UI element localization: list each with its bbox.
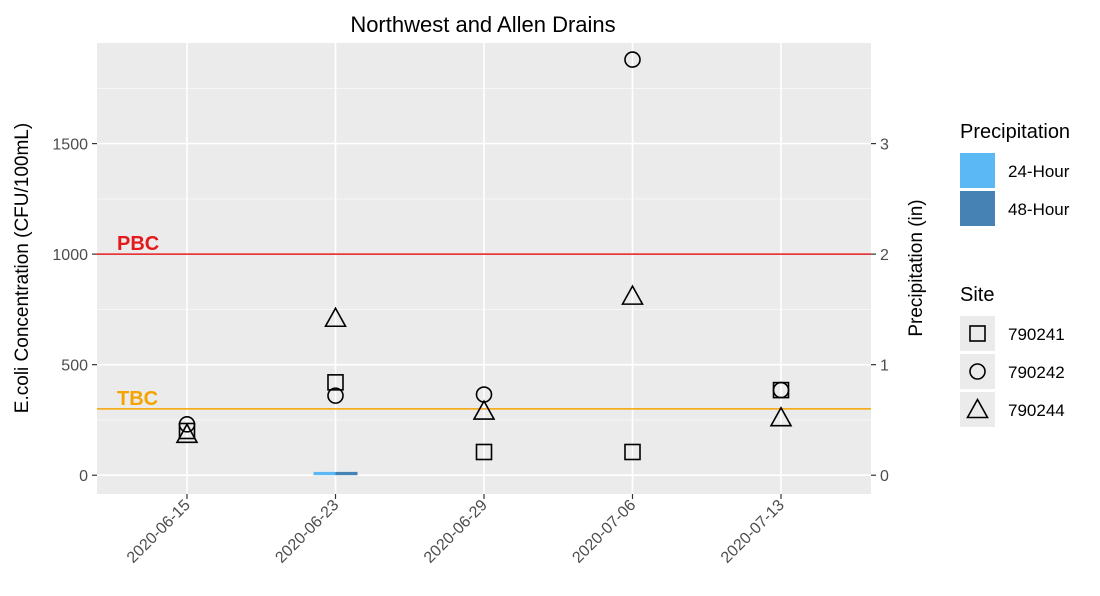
x-axis-ticks: 2020-06-15 2020-06-23 2020-06-29 2020-07-06… xyxy=(124,494,788,567)
legend-key-circle xyxy=(969,363,986,380)
precipitation-legend: Precipitation 24-Hour 48-Hour xyxy=(960,121,1070,226)
legend-key-triangle xyxy=(966,397,989,419)
point-790244 xyxy=(621,284,644,305)
site-legend: Site 790241 790242 790244 xyxy=(960,284,1065,427)
legend-label-site: 790242 xyxy=(1008,363,1065,382)
legend-label-site: 790244 xyxy=(1008,401,1065,420)
legend-key-24-hour xyxy=(960,153,995,188)
reference-lines: PBC TBC xyxy=(97,233,871,410)
chart-title: Northwest and Allen Drains xyxy=(350,12,615,37)
point-790244 xyxy=(175,422,199,444)
legend-label-24-hour: 24-Hour xyxy=(1008,162,1070,181)
reference-label-pbc: PBC xyxy=(117,233,159,255)
y2-axis-title: Precipitation (in) xyxy=(906,199,927,336)
y-tick-label: 0 xyxy=(79,468,88,485)
data-points xyxy=(175,51,793,461)
x-tick-label: 2020-06-29 xyxy=(421,497,491,567)
x-tick-label: 2020-06-15 xyxy=(124,497,194,567)
point-790242 xyxy=(624,51,641,68)
precipitation-bars xyxy=(313,471,358,476)
y2-tick-label: 3 xyxy=(880,137,889,154)
y-axis-title: E.coli Concentration (CFU/100mL) xyxy=(12,123,33,413)
x-tick-label: 2020-07-06 xyxy=(569,497,639,567)
y-tick-label: 1000 xyxy=(52,247,88,264)
y2-tick-label: 2 xyxy=(880,247,889,264)
precipitation-legend-title: Precipitation xyxy=(960,121,1070,143)
y-tick-label: 500 xyxy=(61,358,88,375)
point-790242 xyxy=(327,387,344,404)
site-legend-title: Site xyxy=(960,284,994,306)
point-790242 xyxy=(178,416,196,433)
y2-tick-label: 1 xyxy=(880,358,889,375)
point-790241 xyxy=(327,374,344,391)
legend-key-bg xyxy=(960,316,995,351)
point-790244 xyxy=(472,399,496,420)
point-790241 xyxy=(475,443,493,461)
point-790242 xyxy=(772,381,790,399)
x-tick-label: 2020-06-23 xyxy=(272,497,342,567)
y-tick-label: 1500 xyxy=(52,137,88,154)
legend-key-48-hour xyxy=(960,191,995,226)
point-790244 xyxy=(324,306,347,328)
x-tick-label: 2020-07-13 xyxy=(718,497,788,567)
y2-tick-label: 0 xyxy=(880,468,889,485)
y-axis-ticks: 0 500 1000 1500 xyxy=(52,137,97,485)
legend-label-site: 790241 xyxy=(1008,325,1065,344)
precip-bar-48-hour xyxy=(335,471,358,476)
point-790244 xyxy=(769,406,793,427)
reference-label-tbc: TBC xyxy=(117,388,158,410)
legend-key-bg xyxy=(960,354,995,389)
point-790241 xyxy=(624,443,641,461)
y2-axis-ticks: 0 1 2 3 xyxy=(871,137,889,485)
legend-key-bg xyxy=(960,392,995,427)
legend-key-square xyxy=(969,325,986,342)
precip-bar-24-hour xyxy=(313,471,336,476)
legend-label-48-hour: 48-Hour xyxy=(1008,200,1070,219)
